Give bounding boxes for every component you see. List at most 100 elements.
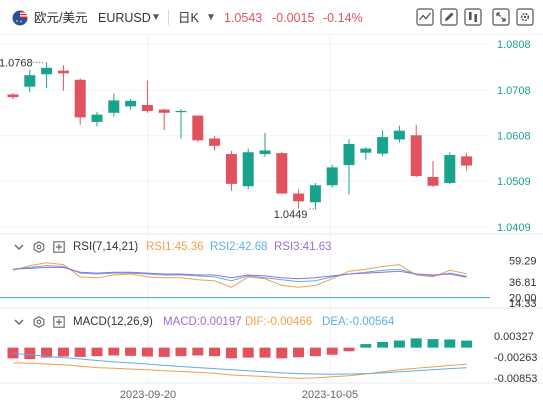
macd-histogram-bar <box>91 347 103 357</box>
add-indicator-icon[interactable] <box>53 241 65 259</box>
macd-histogram-bar <box>360 344 372 348</box>
pencil-icon[interactable] <box>440 8 460 28</box>
symbol-dropdown-icon[interactable]: ▼ <box>151 12 161 23</box>
candle-body <box>209 138 221 146</box>
macd-pane-header: MACD(12,26,9) MACD:0.00197 DIF:-0.00466 … <box>0 313 543 331</box>
macd-axis-label: -0.00853 <box>494 373 537 385</box>
add-indicator-icon[interactable] <box>53 316 65 334</box>
candle-body <box>293 193 305 202</box>
macd-histogram-bar <box>343 347 355 352</box>
timeframe-selector[interactable]: 日K <box>178 11 199 25</box>
candle-body <box>91 114 103 122</box>
symbol-code[interactable]: EURUSD <box>98 11 151 25</box>
macd-histogram-bar <box>192 347 204 356</box>
rsi-axis-label: 36.81 <box>509 277 537 289</box>
macd-histogram-bar <box>326 347 338 355</box>
macd-series-line <box>12 352 467 375</box>
candle-body <box>108 100 120 113</box>
chart-style-icon[interactable] <box>416 8 436 28</box>
macd-histogram-bar <box>108 347 120 356</box>
candle-body <box>427 177 439 186</box>
candle-body <box>326 167 338 186</box>
rsi-pane-header: RSI(7,14,21) RSI1:45.36 RSI2:42.68 RSI3:… <box>0 238 543 256</box>
macd-histogram-bar <box>309 347 321 357</box>
candle-body <box>410 135 422 177</box>
macd-histogram-bar <box>24 347 36 360</box>
collapse-icon[interactable] <box>13 241 25 259</box>
candle-body <box>309 185 321 203</box>
pair-name[interactable]: 欧元/美元 <box>34 11 88 25</box>
candle-body <box>461 156 473 166</box>
fullscreen-icon[interactable] <box>492 8 512 28</box>
rsi2-value: RSI2:42.68 <box>210 241 268 253</box>
macd-histogram-bar <box>57 347 69 357</box>
macd-histogram-bar <box>410 338 422 348</box>
macd-histogram-bar <box>209 347 221 357</box>
macd-histogram-bar <box>427 339 439 348</box>
rsi-series-line <box>12 265 467 283</box>
timeframe-dropdown-icon[interactable]: ▼ <box>206 12 216 23</box>
rsi-axis-label: 59.29 <box>509 256 537 268</box>
price-axis-label: 1.0509 <box>497 176 531 188</box>
rsi1-value: RSI1:45.36 <box>146 241 204 253</box>
price-axis-label: 1.0808 <box>497 39 531 51</box>
rsi-axis-label: 14.33 <box>509 298 537 310</box>
macd-histogram-bar <box>242 347 254 358</box>
macd-histogram-bar <box>7 347 19 359</box>
chart-toolbar: 欧元/美元 EURUSD ▼ 日K ▼ 1.0543 -0.0015 -0.14… <box>0 0 543 35</box>
candle-body <box>360 148 372 153</box>
price-change: -0.0015 <box>272 11 315 25</box>
candle-body <box>57 70 69 74</box>
macd-histogram-bar <box>461 340 473 348</box>
macd-series-line <box>12 362 467 379</box>
toolbar-divider <box>168 10 169 25</box>
candle-body <box>259 150 271 155</box>
macd-histogram-bar <box>393 340 405 348</box>
price-axis-label: 1.0708 <box>497 85 531 97</box>
x-axis-label: 2023-09-20 <box>120 389 176 401</box>
macd-histogram-bar <box>276 347 288 359</box>
x-axis-label: 2023-10-05 <box>302 389 358 401</box>
collapse-icon[interactable] <box>13 316 25 334</box>
price-axis-label: 1.0409 <box>497 222 531 234</box>
macd-histogram-bar <box>259 347 271 358</box>
rsi-series-line <box>12 262 467 288</box>
rsi-axis-label: 20.00 <box>509 293 537 305</box>
candle-body <box>175 110 187 113</box>
candle-body <box>141 105 153 111</box>
macd-value: MACD:0.00197 <box>163 316 242 328</box>
macd-histogram-bar <box>141 347 153 357</box>
dif-value: DIF:-0.00466 <box>245 316 313 328</box>
macd-histogram-bar <box>175 347 187 357</box>
low-marker-label: 1.0449 <box>274 209 308 221</box>
macd-histogram-bar <box>225 347 237 359</box>
rsi-title: RSI(7,14,21) <box>73 241 139 253</box>
candle-body <box>158 109 170 113</box>
candle-body <box>125 100 137 107</box>
candle-body <box>444 154 456 183</box>
macd-histogram-bar <box>158 347 170 357</box>
candle-body <box>41 67 53 75</box>
candle-body <box>74 79 86 118</box>
indicator-settings-icon[interactable] <box>33 241 45 259</box>
settings-icon[interactable] <box>516 8 536 28</box>
macd-axis-label: -0.00263 <box>494 352 537 364</box>
candle-body <box>377 137 389 154</box>
macd-histogram-bar <box>41 347 53 358</box>
macd-histogram-bar <box>377 341 389 348</box>
compare-icon[interactable] <box>464 8 484 28</box>
us-eu-flag-icon <box>12 10 28 30</box>
macd-histogram-bar <box>74 347 86 357</box>
high-marker-label: 1.0768 <box>0 57 33 69</box>
dea-value: DEA:-0.00564 <box>322 316 395 328</box>
last-price: 1.0543 <box>224 11 263 25</box>
price-axis-label: 1.0608 <box>497 131 531 143</box>
candle-body <box>242 152 254 187</box>
candle-body <box>225 154 237 184</box>
indicator-settings-icon[interactable] <box>33 316 45 334</box>
macd-axis-label: 0.00327 <box>494 331 534 343</box>
candle-body <box>192 115 204 141</box>
macd-histogram-bar <box>293 347 305 358</box>
macd-histogram-bar <box>444 339 456 348</box>
